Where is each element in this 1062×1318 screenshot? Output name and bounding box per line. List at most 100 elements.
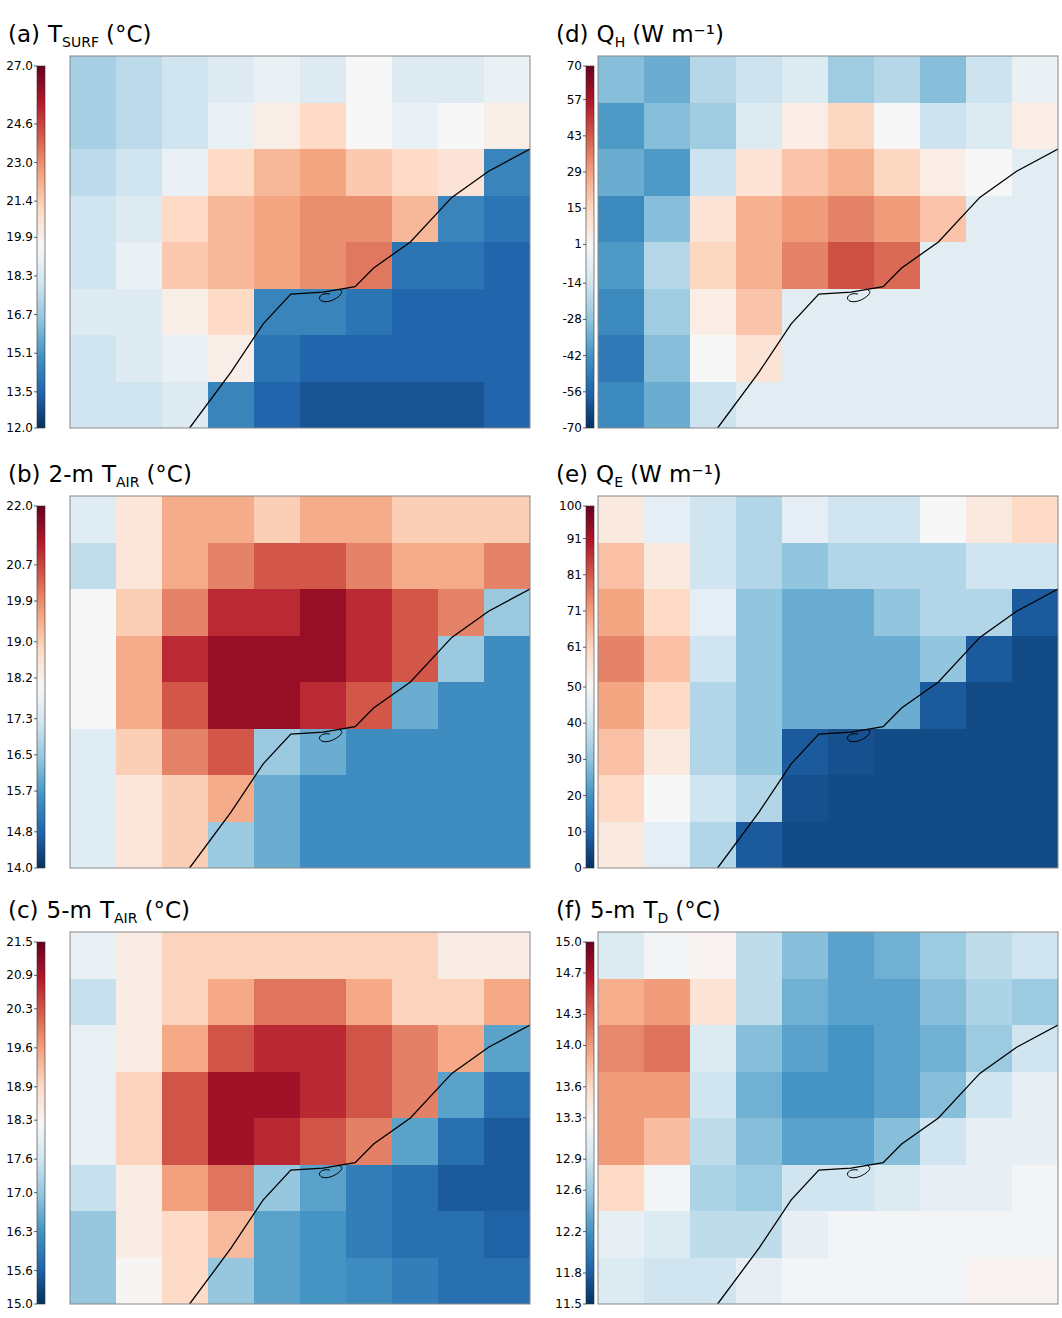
map-cell — [438, 1211, 485, 1258]
map-cell — [736, 196, 783, 243]
colorbar-tick — [34, 391, 37, 392]
map-cell — [966, 682, 1013, 729]
map-cell — [346, 1072, 393, 1119]
colorbar-tick — [583, 942, 586, 943]
map-cell — [70, 242, 117, 289]
colorbar-tick-label: 1 — [574, 237, 582, 251]
map-cell — [874, 636, 921, 683]
map-cell — [782, 932, 829, 979]
map-cell — [346, 543, 393, 590]
map-cell — [690, 1025, 737, 1072]
map-cell — [920, 103, 967, 150]
colorbar-tick-label: 18.2 — [6, 671, 33, 685]
map-cell — [392, 1025, 439, 1072]
map-cell — [392, 289, 439, 336]
map-cell — [828, 1258, 875, 1305]
title-subscript: AIR — [116, 474, 140, 490]
colorbar-tick-label: 30 — [567, 752, 582, 766]
map-cell — [598, 56, 645, 103]
map-cell — [162, 1211, 209, 1258]
map-cell — [300, 242, 347, 289]
map-cell — [920, 822, 967, 869]
map-frame — [598, 56, 1058, 428]
map-cell — [736, 1072, 783, 1119]
colorbar-tick — [34, 868, 37, 869]
map-cell — [162, 1025, 209, 1072]
map-cell — [828, 636, 875, 683]
map-cell — [254, 682, 301, 729]
map-cell — [598, 1165, 645, 1212]
colorbar-tick — [34, 314, 37, 315]
title-unit: (°C) — [144, 897, 190, 923]
map-cell — [162, 979, 209, 1026]
map-cell — [346, 242, 393, 289]
map-cell — [254, 979, 301, 1026]
map-cell — [300, 1025, 347, 1072]
colorbar-tick-label: 17.3 — [6, 712, 33, 726]
map-cell — [254, 729, 301, 776]
map-cell — [644, 1258, 691, 1305]
colorbar — [586, 942, 594, 1304]
colorbar-tick — [583, 1272, 586, 1273]
colorbar-tick-label: 100 — [559, 499, 582, 513]
map-cell — [484, 729, 530, 776]
map-cell — [1012, 932, 1058, 979]
map-cell — [392, 932, 439, 979]
map-cell — [484, 775, 530, 822]
map-cell — [162, 1072, 209, 1119]
map-cell — [346, 822, 393, 869]
map-cell — [782, 543, 829, 590]
title-subscript: E — [614, 474, 623, 490]
colorbar-tick-label: -14 — [562, 276, 582, 290]
colorbar-tick-label: 14.7 — [555, 966, 582, 980]
map-cell — [254, 242, 301, 289]
colorbar-tick — [34, 791, 37, 792]
map-cell — [920, 1211, 967, 1258]
map-cell — [598, 636, 645, 683]
map-cell — [736, 775, 783, 822]
map-cell — [300, 335, 347, 382]
colorbar-tick — [34, 123, 37, 124]
map-cell — [392, 543, 439, 590]
colorbar-tick-label: 13.3 — [555, 1111, 582, 1125]
map-cell — [438, 335, 485, 382]
colorbar-tick-label: -42 — [562, 349, 582, 363]
map-cell — [208, 822, 255, 869]
map-cell — [162, 729, 209, 776]
map-cell — [1012, 979, 1058, 1026]
panel-letter: (d) — [556, 21, 589, 47]
map-cell — [346, 589, 393, 636]
map-cell — [70, 775, 117, 822]
map-cell — [828, 382, 875, 429]
map-frame — [598, 932, 1058, 1304]
colorbar — [586, 66, 594, 428]
panel-letter: (a) — [8, 21, 40, 47]
map-cell — [736, 496, 783, 543]
map-cell — [828, 932, 875, 979]
colorbar-tick-label: 16.7 — [6, 308, 33, 322]
map-frame — [70, 56, 530, 428]
map-cell — [300, 289, 347, 336]
map-cell — [208, 543, 255, 590]
map-cell — [392, 103, 439, 150]
map-cell — [1012, 149, 1058, 196]
map-cell — [162, 682, 209, 729]
map-cell — [1012, 543, 1058, 590]
map-cell — [438, 149, 485, 196]
map-cell — [254, 382, 301, 429]
map-cell — [966, 103, 1013, 150]
colorbar-tick-label: 15.0 — [6, 1297, 33, 1311]
colorbar-tick-label: 12.6 — [555, 1183, 582, 1197]
map-cell — [828, 729, 875, 776]
map-cell — [346, 289, 393, 336]
map-cell — [1012, 1165, 1058, 1212]
map-cell — [70, 682, 117, 729]
title-subscript: D — [657, 910, 668, 926]
map-cell — [116, 289, 163, 336]
map-cell — [782, 682, 829, 729]
colorbar-tick — [583, 1231, 586, 1232]
map-cell — [644, 932, 691, 979]
map-cell — [254, 1211, 301, 1258]
map-cell — [782, 822, 829, 869]
map-cell — [782, 1072, 829, 1119]
